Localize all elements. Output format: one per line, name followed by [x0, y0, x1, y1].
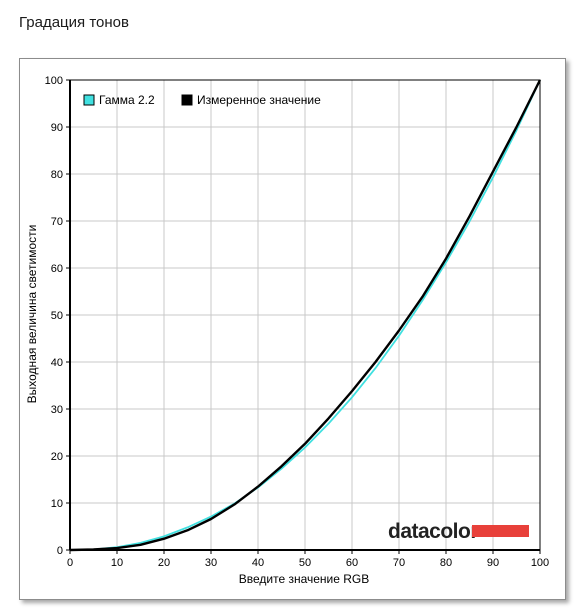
- x-tick-label: 90: [487, 557, 499, 569]
- y-tick-label: 20: [51, 451, 63, 463]
- brand-accent-bar: [472, 525, 529, 537]
- y-tick-label: 80: [51, 169, 63, 181]
- y-tick-label: 30: [51, 404, 63, 416]
- brand-wordmark: datacolor: [388, 520, 478, 543]
- x-tick-label: 100: [531, 557, 549, 569]
- chart-panel: 0 10 20 30 40 50 60 70 80 90 100 0 10 20 30 40 50 60 70 80…: [19, 58, 566, 600]
- y-tick-label: 90: [51, 122, 63, 134]
- legend-label-gamma: Гамма 2.2: [99, 93, 155, 107]
- legend-swatch-gamma: [83, 94, 95, 106]
- y-tick-label: 0: [57, 545, 63, 557]
- x-tick-label: 50: [299, 557, 311, 569]
- x-tick-label: 80: [440, 557, 452, 569]
- y-tick-label: 70: [51, 216, 63, 228]
- legend: Гамма 2.2 Измеренное значение: [83, 93, 321, 107]
- y-axis-ticks: 0 10 20 30 40 50 60 70 80 90 100: [45, 75, 70, 557]
- x-axis-ticks: 0 10 20 30 40 50 60 70 80 90 100: [67, 550, 549, 569]
- legend-swatch-measured: [181, 94, 193, 106]
- series-line-gamma: [69, 79, 541, 551]
- x-tick-label: 40: [252, 557, 264, 569]
- y-tick-label: 10: [51, 498, 63, 510]
- legend-label-measured: Измеренное значение: [197, 93, 321, 107]
- x-tick-label: 70: [393, 557, 405, 569]
- y-tick-label: 60: [51, 263, 63, 275]
- x-tick-label: 20: [158, 557, 170, 569]
- y-axis-title: Выходная величина светимости: [25, 225, 39, 404]
- tone-response-chart: 0 10 20 30 40 50 60 70 80 90 100 0 10 20 30 40 50 60 70 80…: [25, 75, 549, 586]
- series-line-measured: [69, 79, 542, 552]
- x-tick-label: 30: [205, 557, 217, 569]
- y-tick-label: 50: [51, 310, 63, 322]
- series-group: [69, 79, 542, 552]
- x-tick-label: 60: [346, 557, 358, 569]
- y-tick-label: 100: [45, 75, 63, 87]
- page-title: Градация тонов: [19, 14, 129, 31]
- x-axis-title: Введите значение RGB: [239, 572, 370, 586]
- x-tick-label: 10: [111, 557, 123, 569]
- y-tick-label: 40: [51, 357, 63, 369]
- x-tick-label: 0: [67, 557, 73, 569]
- datacolor-logo: datacolor: [388, 520, 529, 543]
- grid-lines: [70, 80, 540, 550]
